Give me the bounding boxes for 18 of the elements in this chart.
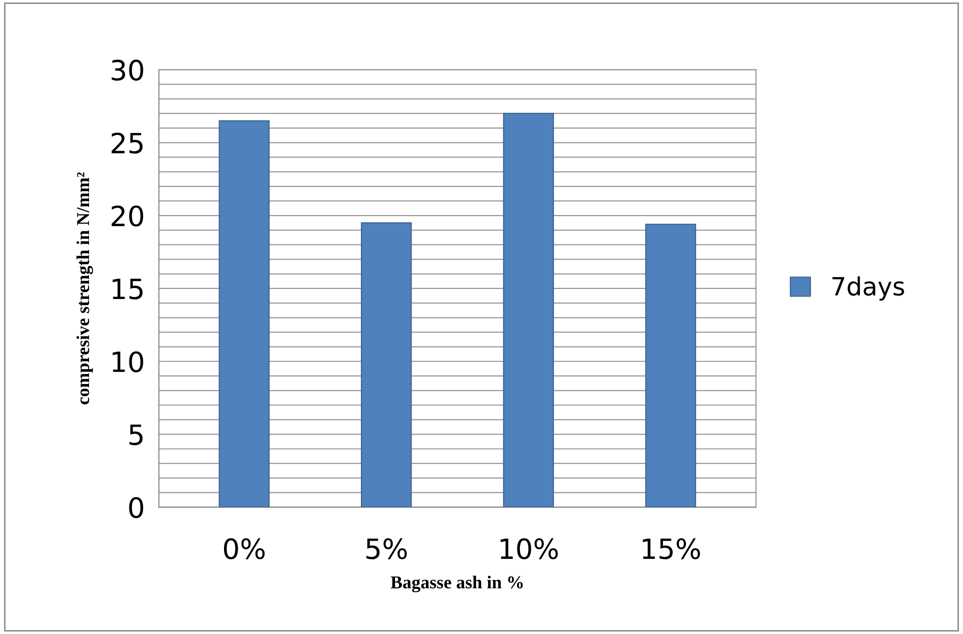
bar: [360, 222, 412, 508]
x-tick-label: 0%: [224, 538, 265, 560]
bar: [645, 224, 696, 508]
y-tick-label: 10: [112, 351, 144, 372]
y-axis-title: compresive strength in N/mm²: [76, 172, 93, 404]
x-axis-title: Bagasse ash in %: [390, 576, 523, 592]
y-tick-label: 15: [112, 278, 143, 300]
x-tick-label: 10%: [500, 538, 558, 560]
y-tick-label: 20: [112, 205, 144, 227]
y-tick-label: 30: [112, 60, 144, 81]
bar: [218, 120, 270, 508]
x-tick-label: 5%: [366, 538, 407, 560]
legend-label: 7days: [832, 276, 904, 301]
y-tick-label: 5: [129, 424, 143, 446]
x-tick-label: 15%: [642, 538, 700, 560]
y-tick-label: 25: [112, 132, 143, 154]
y-tick-label: 0: [129, 497, 144, 518]
bar: [503, 112, 554, 508]
